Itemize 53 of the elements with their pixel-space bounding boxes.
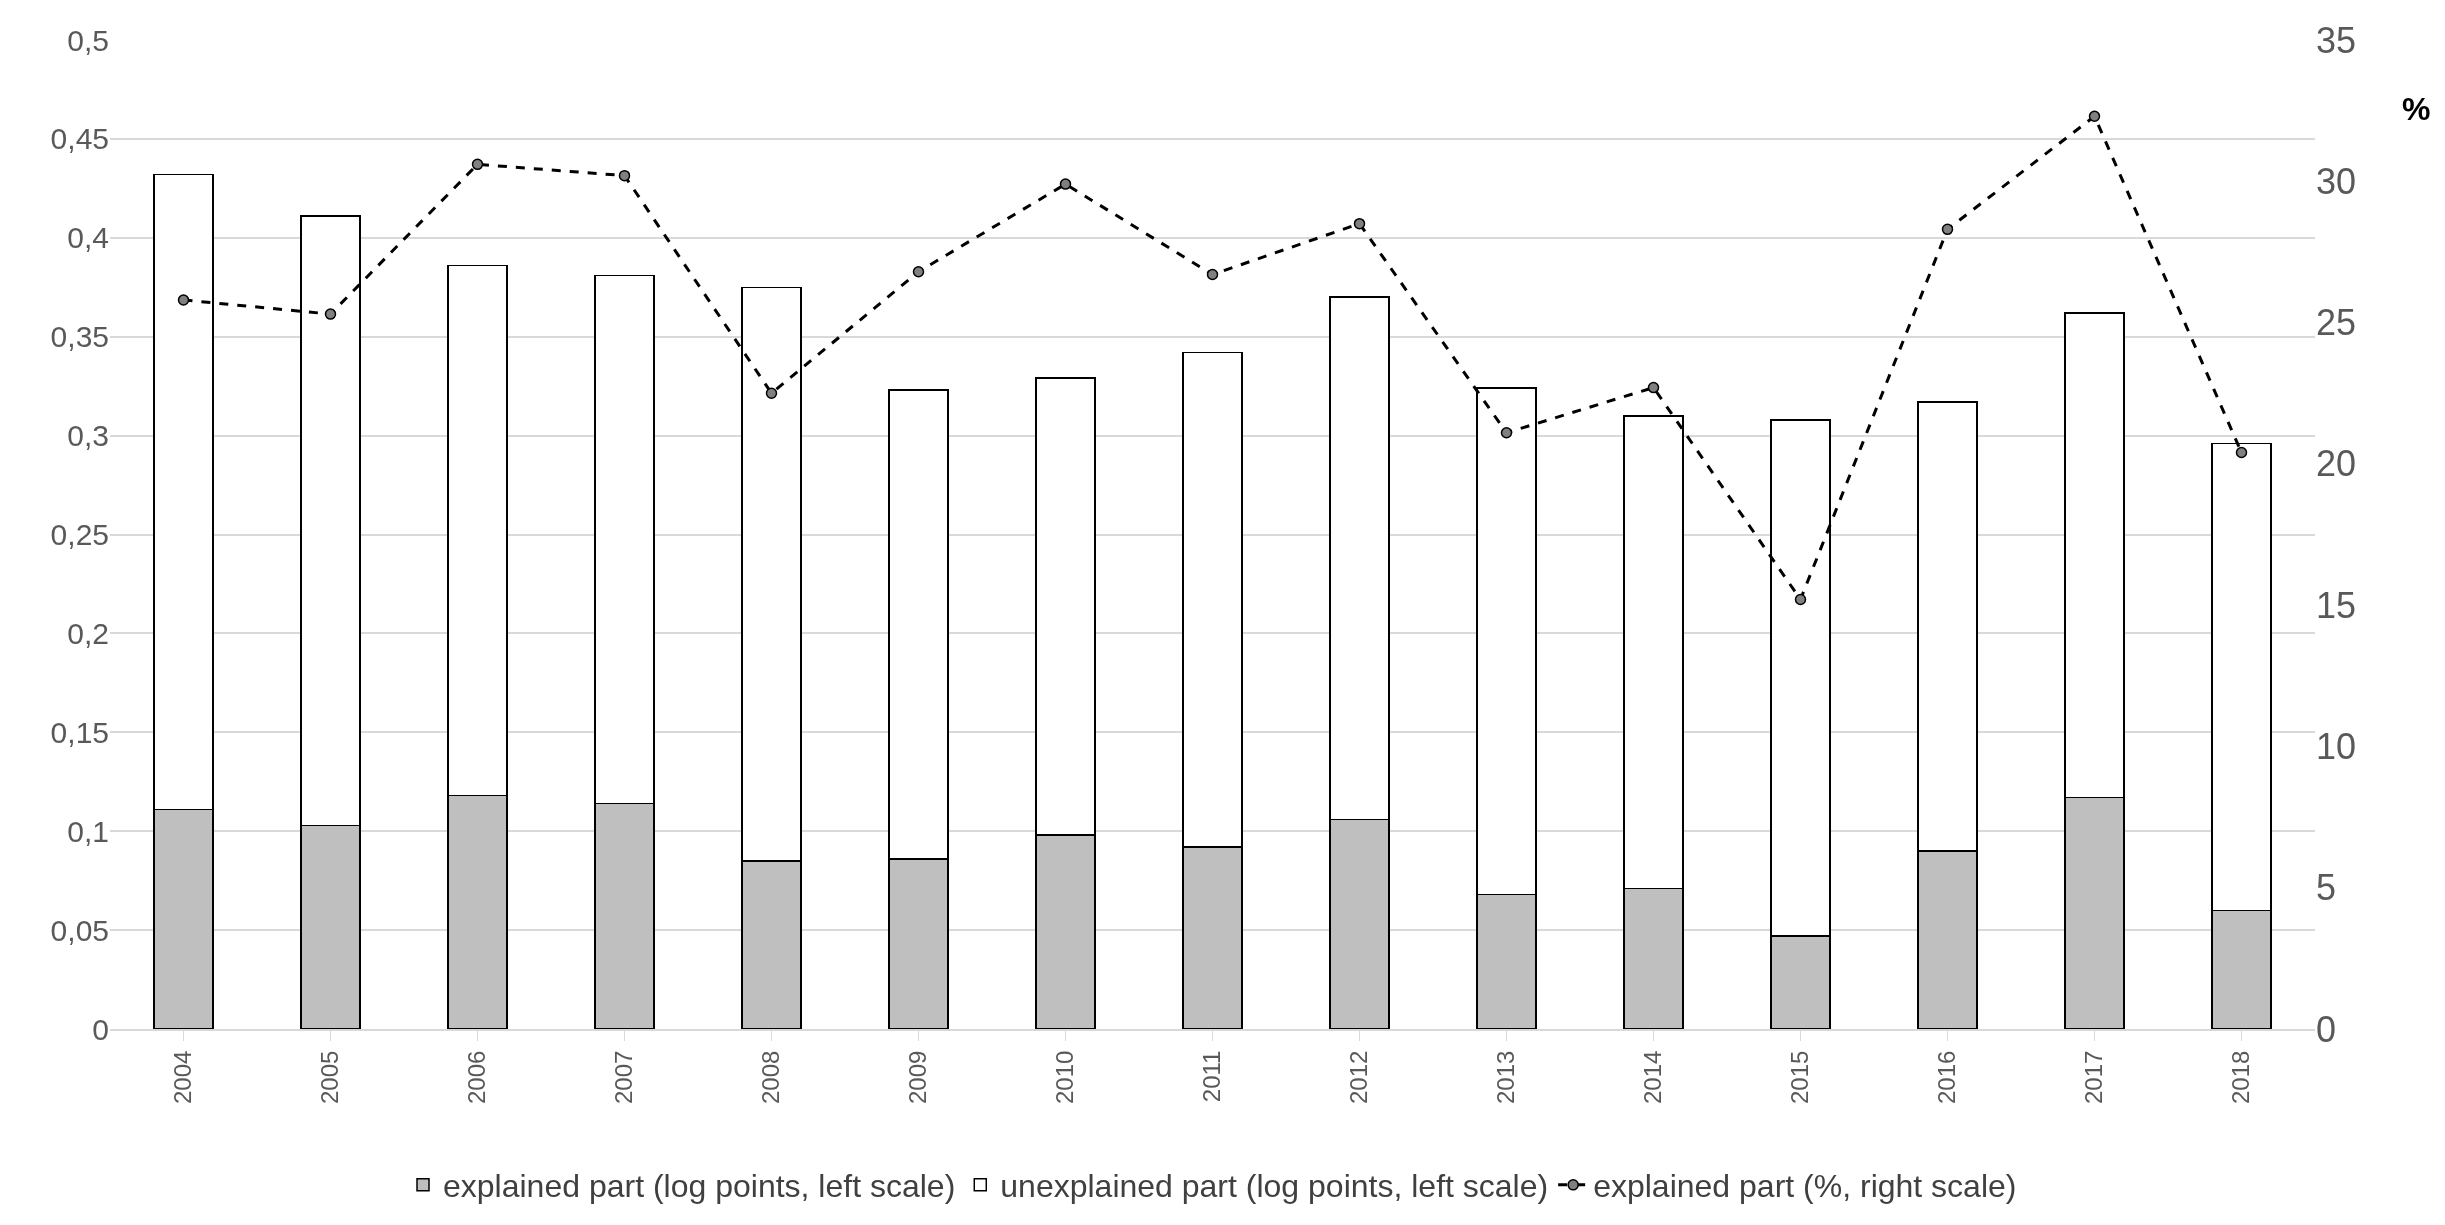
y2-tick-label: 25 [2316,302,2357,344]
y2-tick-label: 30 [2316,160,2357,202]
legend-label: unexplained part (log points, left scale) [1000,1168,1549,1205]
point [1206,268,1219,281]
x-tick-label: 2014 [1639,1050,1667,1104]
y2-tick-label: 15 [2316,584,2357,626]
point [1500,427,1513,439]
y-tick-label: 0,05 [50,913,109,947]
x-tick-label: 2017 [2080,1050,2108,1104]
y-tick-label: 0,35 [50,320,109,354]
y-tick-label: 0,1 [67,814,109,848]
y-tick-label: 0,5 [67,23,109,57]
x-tick-label: 2018 [2227,1050,2255,1104]
point [1794,593,1807,606]
x-tick-label: 2013 [1492,1050,1520,1104]
x-tick-label: 2012 [1345,1050,1373,1104]
x-tick-label: 2011 [1198,1050,1226,1103]
y2-tick-label: 10 [2316,726,2357,768]
point [1353,217,1366,230]
point [912,265,925,278]
x-tick-label: 2008 [757,1050,785,1104]
point [177,294,190,306]
y2-axis-title: % [2402,91,2431,127]
x-tick-label: 2006 [463,1050,491,1104]
y2-tick-label: 5 [2316,867,2337,909]
y2-tick-label: 20 [2316,443,2357,485]
point [471,158,484,171]
y-tick-label: 0,15 [50,715,109,749]
point [1059,178,1072,190]
y-tick-label: 0,45 [50,122,109,156]
x-tick-label: 2004 [169,1050,197,1104]
point [618,169,631,182]
x-tick-label: 2005 [316,1050,344,1104]
legend-label: explained part (log points, left scale) [443,1168,956,1205]
x-tick-label: 2015 [1786,1050,1814,1104]
point [2235,446,2248,459]
point [1941,223,1954,236]
x-tick-label: 2010 [1051,1050,1079,1104]
y2-tick-label: 0 [2316,1008,2337,1050]
y-tick-label: 0,2 [67,616,109,650]
y2-tick-label: 35 [2316,19,2357,61]
x-tick-label: 2009 [904,1050,932,1104]
y-tick-label: 0,3 [67,419,109,453]
x-tick-label: 2016 [1933,1050,1961,1104]
y-tick-label: 0,4 [67,221,109,255]
y-tick-label: 0 [92,1012,109,1046]
point [324,308,337,320]
x-tick-label: 2007 [610,1050,638,1104]
point [2088,110,2101,123]
point [765,387,778,399]
point [1647,381,1660,394]
y-tick-label: 0,25 [50,518,109,551]
legend-label: explained part (%, right scale) [1593,1168,2017,1205]
